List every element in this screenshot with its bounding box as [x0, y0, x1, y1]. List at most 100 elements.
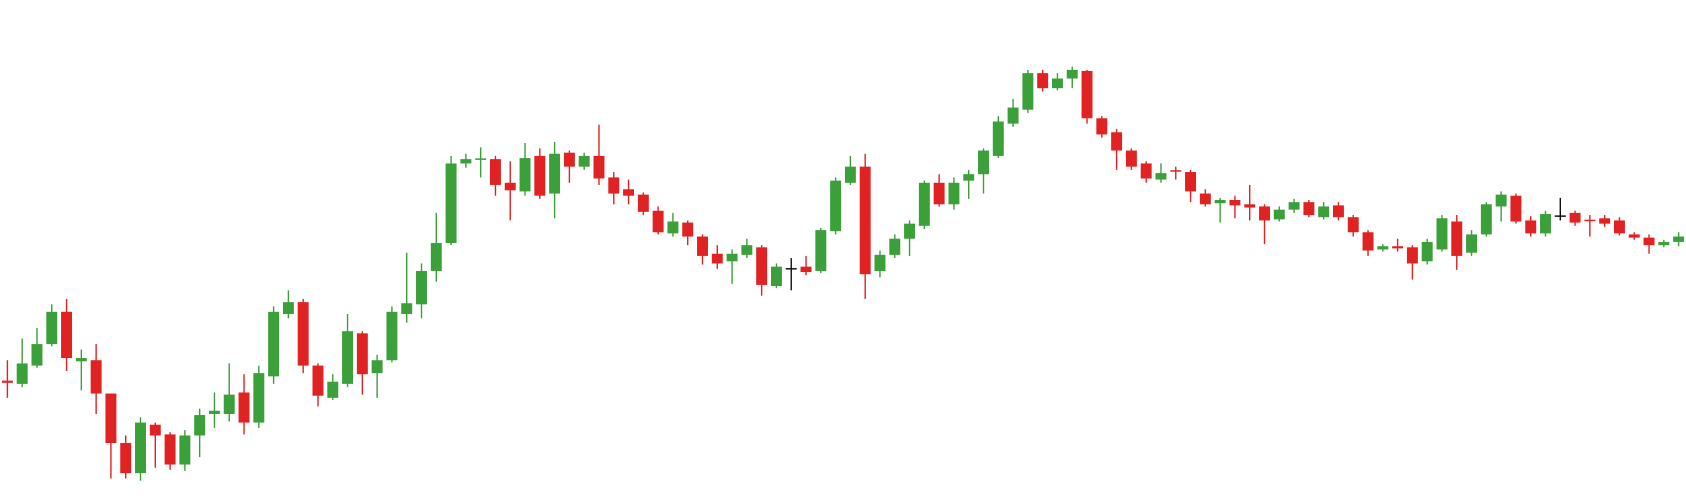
candle-body	[667, 221, 679, 234]
candle-body	[61, 311, 73, 359]
candle-body	[711, 253, 723, 264]
candle-body	[1540, 213, 1551, 234]
candle-body	[637, 194, 649, 212]
candle-body	[120, 443, 132, 474]
candle-body	[253, 373, 265, 423]
candle-body	[149, 424, 161, 436]
candle-body	[194, 415, 206, 436]
candle-body	[1318, 206, 1330, 218]
candle-body	[1140, 163, 1152, 179]
candle-body	[859, 166, 871, 275]
candle-body	[1480, 204, 1492, 235]
candle-body	[1466, 234, 1478, 253]
candle-body	[770, 266, 782, 287]
candle-body	[815, 230, 827, 271]
candle-body	[682, 222, 694, 237]
candle-body	[1643, 237, 1655, 246]
candle-body	[563, 152, 575, 167]
candle-body	[578, 155, 590, 167]
candle-body	[948, 182, 960, 205]
candle-body	[504, 182, 516, 191]
candle-body	[282, 302, 294, 314]
candle-body	[978, 150, 989, 175]
candle-body	[416, 270, 427, 305]
candle-body	[963, 174, 975, 181]
candle-body	[489, 159, 501, 185]
candle-body	[75, 358, 87, 362]
candle-body	[1022, 73, 1034, 110]
candle-body	[327, 381, 339, 398]
candle-body	[1554, 215, 1566, 217]
candle-body	[1628, 234, 1640, 238]
candle-body	[401, 303, 413, 314]
candle-body	[1584, 219, 1596, 222]
candle-body	[652, 210, 664, 233]
candle-body	[1096, 118, 1108, 135]
candle-body	[1155, 173, 1167, 180]
candle-body	[1421, 241, 1433, 262]
candle-body	[430, 243, 442, 271]
candle-body	[992, 121, 1004, 156]
candle-body	[297, 302, 309, 366]
candle-body	[135, 422, 146, 474]
candle-body	[223, 394, 235, 414]
candle-body	[889, 238, 901, 255]
candle-body	[1288, 202, 1300, 210]
candle-body	[1599, 218, 1611, 224]
candle-body	[31, 344, 43, 366]
candle-body	[1569, 212, 1581, 223]
candle-body	[1051, 78, 1063, 89]
candle-body	[741, 245, 753, 255]
candle-body	[179, 435, 191, 465]
candle-body	[904, 223, 916, 239]
candle-body	[1495, 194, 1507, 207]
candle-body	[1199, 193, 1211, 205]
candle-body	[164, 434, 176, 465]
candle-body	[874, 254, 886, 271]
candle-body	[1525, 220, 1537, 234]
candle-body	[386, 311, 398, 361]
candle-body	[90, 360, 102, 394]
candle-body	[1037, 73, 1049, 89]
candle-body	[208, 410, 220, 414]
candle-body	[342, 331, 354, 384]
candle-body	[356, 333, 368, 375]
candle-body	[785, 268, 797, 270]
candle-body	[1673, 236, 1685, 242]
candle-body	[1185, 172, 1197, 192]
candle-body	[593, 155, 605, 179]
candle-body	[1436, 218, 1448, 250]
candle-body	[1362, 232, 1374, 251]
candle-body	[756, 247, 768, 285]
candle-body	[16, 363, 28, 384]
candle-body	[1451, 221, 1463, 256]
candle-body	[726, 253, 738, 262]
candle-body	[1244, 204, 1256, 208]
candle-body	[519, 158, 531, 192]
candle-body	[1111, 132, 1123, 151]
candle-body	[1392, 246, 1404, 249]
candle-body	[1273, 209, 1285, 220]
candle-body	[1406, 247, 1418, 264]
candle-body	[1377, 246, 1389, 250]
candle-body	[445, 163, 457, 244]
candle-body	[1007, 107, 1019, 124]
candle-body	[918, 182, 930, 226]
candle-body	[268, 311, 280, 377]
candle-body	[933, 182, 945, 205]
candle-body	[371, 360, 383, 374]
candle-body	[1658, 241, 1670, 246]
candle-body	[844, 166, 856, 183]
candle-body	[623, 189, 635, 196]
candle-body	[1332, 205, 1344, 218]
candle-body	[1066, 69, 1078, 79]
candle-body	[105, 393, 117, 444]
candle-body	[697, 236, 708, 256]
candle-body	[1347, 217, 1359, 233]
candle-body	[1613, 220, 1625, 234]
candle-body	[800, 266, 812, 273]
candle-body	[1170, 170, 1182, 172]
candle-body	[608, 177, 620, 194]
